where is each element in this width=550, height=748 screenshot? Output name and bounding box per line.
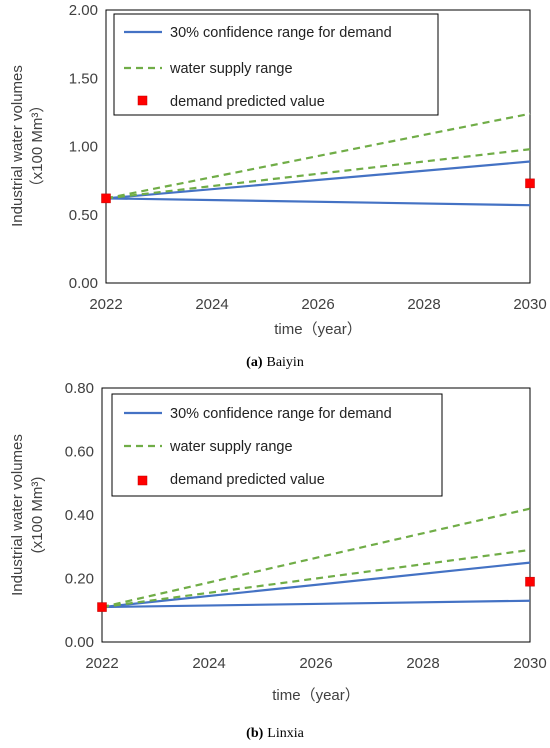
- y-tick-labels: 0.00 0.20 0.40 0.60 0.80: [65, 380, 94, 651]
- legend-label-demand: 30% confidence range for demand: [170, 406, 392, 422]
- x-tick-label: 2028: [407, 296, 440, 313]
- chart-linxia: 0.00 0.20 0.40 0.60 0.80 2022 2024 2026 2028 203…: [9, 380, 547, 741]
- legend-label-demand: 30% confidence range for demand: [170, 25, 392, 41]
- y-tick-labels: 0.00 0.50 1.00 1.50 2.00: [69, 2, 98, 292]
- demand-line-1: [101, 599, 531, 609]
- caption-b: (b) Linxia: [246, 726, 304, 741]
- y-tick-label: 0.60: [65, 444, 94, 461]
- caption-letter: (a): [246, 355, 263, 370]
- y-tick-label: 1.50: [69, 70, 98, 87]
- y-axis-title-line1: Industrial water volumes: [9, 65, 26, 227]
- x-axis-title: time（year）: [272, 687, 360, 704]
- supply-line-0: [105, 112, 531, 200]
- caption-a: (a) Baiyin: [246, 355, 304, 370]
- plot-frame: [105, 9, 531, 284]
- y-axis-title: Industrial water volumes （x100 Mm³）: [9, 65, 46, 227]
- legend-swatch-predicted: [137, 475, 148, 486]
- legend-label-supply: water supply range: [169, 61, 293, 77]
- y-tick-label: 0.80: [65, 380, 94, 397]
- legend-box: [111, 393, 443, 497]
- legend-swatch-predicted: [137, 95, 148, 106]
- predicted-marker: [101, 193, 111, 204]
- x-tick-labels: 2022 2024 2026 2028 2030: [89, 296, 546, 313]
- x-tick-label: 2028: [406, 655, 439, 672]
- caption-text: Linxia: [267, 726, 304, 741]
- y-axis-title-line1: Industrial water volumes: [9, 434, 26, 596]
- legend-label-predicted: demand predicted value: [170, 94, 325, 110]
- caption-text: Baiyin: [266, 355, 303, 370]
- x-tick-label: 2026: [299, 655, 332, 672]
- plot-area: [105, 9, 531, 284]
- legend-label-supply: water supply range: [169, 439, 293, 455]
- demand-line-1: [105, 197, 531, 207]
- y-tick-label: 0.00: [69, 275, 98, 292]
- series-layer: [101, 112, 535, 207]
- demand-line-0: [105, 160, 531, 200]
- supply-line-0: [101, 507, 531, 609]
- plot-frame: [101, 387, 531, 643]
- x-tick-label: 2024: [192, 655, 225, 672]
- y-tick-label: 0.20: [65, 571, 94, 588]
- y-tick-label: 0.40: [65, 507, 94, 524]
- caption-letter: (b): [246, 726, 263, 741]
- predicted-marker: [525, 576, 535, 587]
- x-tick-label: 2026: [301, 296, 334, 313]
- y-axis-title-line2: (x100 Mm³): [29, 477, 46, 554]
- x-tick-labels: 2022 2024 2026 2028 2030: [85, 655, 546, 672]
- demand-line-0: [101, 561, 531, 609]
- legend: 30% confidence range for demand water su…: [111, 393, 443, 497]
- predicted-marker: [97, 602, 107, 612]
- x-tick-label: 2030: [513, 296, 546, 313]
- y-tick-label: 0.50: [69, 207, 98, 224]
- y-tick-label: 2.00: [69, 2, 98, 19]
- x-tick-label: 2024: [195, 296, 228, 313]
- x-tick-label: 2022: [85, 655, 118, 672]
- plot-area: [101, 387, 531, 643]
- chart-baiyin: 0.00 0.50 1.00 1.50 2.00 2022 2024 2026 2028 203…: [9, 2, 547, 370]
- x-tick-label: 2030: [513, 655, 546, 672]
- legend: 30% confidence range for demand water su…: [113, 13, 439, 116]
- y-tick-label: 0.00: [65, 634, 94, 651]
- legend-box: [113, 13, 439, 116]
- y-axis-title: Industrial water volumes (x100 Mm³): [9, 434, 46, 596]
- series-layer: [97, 507, 535, 612]
- y-axis-title-line2: （x100 Mm³）: [29, 98, 46, 195]
- legend-label-predicted: demand predicted value: [170, 472, 325, 488]
- x-tick-label: 2022: [89, 296, 122, 313]
- x-axis-title: time（year）: [274, 321, 362, 338]
- y-tick-label: 1.00: [69, 139, 98, 156]
- predicted-marker: [525, 178, 535, 189]
